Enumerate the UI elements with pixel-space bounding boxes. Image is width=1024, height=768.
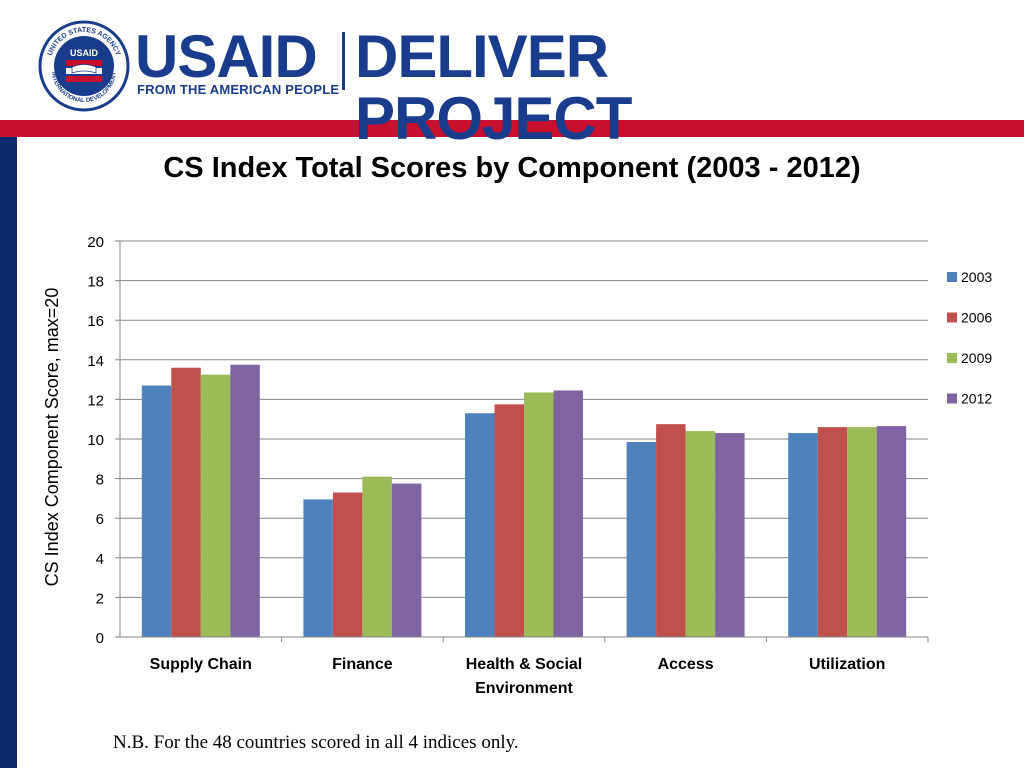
legend-swatch-2012 bbox=[947, 393, 957, 404]
legend-swatch-2009 bbox=[947, 353, 957, 363]
bar-2006-3 bbox=[656, 424, 686, 637]
chart-title: CS Index Total Scores by Component (2003… bbox=[163, 152, 861, 184]
left-accent-bar bbox=[0, 137, 17, 768]
x-category-label: Environment bbox=[475, 680, 573, 697]
bar-2009-3 bbox=[685, 431, 716, 637]
bar-2006-0 bbox=[171, 367, 201, 637]
usaid-seal-icon: UNITED STATES AGENCY INTERNATIONAL DEVEL… bbox=[38, 20, 130, 112]
y-tick-label: 14 bbox=[87, 353, 104, 370]
x-category-label: Health & Social bbox=[466, 656, 582, 673]
brand-usaid-text: USAID bbox=[135, 23, 318, 90]
y-tick-label: 10 bbox=[87, 432, 104, 449]
brand-divider bbox=[342, 32, 345, 90]
x-category-label: Utilization bbox=[809, 656, 885, 673]
bar-2012-4 bbox=[876, 426, 907, 637]
bar-2009-0 bbox=[200, 374, 231, 637]
brand-wordmark: USAID DELIVER PROJECT FROM THE AMERICAN … bbox=[135, 23, 875, 150]
bar-2006-2 bbox=[494, 404, 524, 637]
seal-label: USAID bbox=[70, 48, 99, 58]
bar-2009-4 bbox=[847, 427, 877, 637]
y-axis-label: CS Index Component Score, max=20 bbox=[42, 288, 62, 587]
bar-2012-0 bbox=[230, 364, 260, 637]
y-tick-label: 4 bbox=[96, 551, 104, 568]
legend-label: 2003 bbox=[961, 269, 992, 285]
bar-2003-3 bbox=[626, 441, 657, 637]
x-category-label: Finance bbox=[332, 656, 393, 673]
footnote: N.B. For the 48 countries scored in all … bbox=[113, 732, 519, 753]
bar-2006-4 bbox=[817, 427, 848, 637]
y-tick-label: 0 bbox=[96, 630, 104, 647]
bar-2009-1 bbox=[362, 476, 392, 637]
bar-2003-0 bbox=[141, 385, 172, 637]
y-tick-label: 12 bbox=[87, 392, 104, 409]
bar-2012-3 bbox=[715, 433, 745, 637]
y-tick-label: 20 bbox=[87, 234, 104, 251]
bar-2003-1 bbox=[303, 499, 333, 637]
legend-swatch-2006 bbox=[947, 312, 957, 323]
legend-layer: 2003 2006 2009 2012 bbox=[947, 269, 992, 407]
bar-2003-2 bbox=[465, 413, 495, 637]
header-red-band bbox=[0, 120, 1024, 137]
brand-tagline: FROM THE AMERICAN PEOPLE bbox=[137, 82, 340, 97]
legend-label: 2009 bbox=[961, 350, 992, 366]
bar-2006-1 bbox=[332, 492, 363, 637]
legend-swatch-2003 bbox=[947, 272, 957, 282]
brand-project: DELIVER PROJECT bbox=[355, 23, 632, 152]
bar-2009-2 bbox=[524, 392, 554, 637]
y-tick-label: 18 bbox=[87, 274, 104, 291]
legend-label: 2006 bbox=[961, 310, 992, 326]
brand-usaid: USAID bbox=[135, 23, 318, 90]
x-category-label: Supply Chain bbox=[150, 656, 252, 673]
bar-layer bbox=[141, 364, 907, 637]
y-tick-label: 8 bbox=[96, 472, 104, 489]
legend-label: 2012 bbox=[961, 391, 992, 407]
y-tick-label: 6 bbox=[96, 511, 104, 528]
y-tick-label: 16 bbox=[87, 313, 104, 330]
axis-layer: 0 2 4 6 8 10 12 14 16 18 20 Supply Chain Finance Heal… bbox=[87, 234, 929, 697]
x-category-label: Access bbox=[658, 656, 714, 673]
bar-2003-4 bbox=[788, 433, 818, 637]
bar-2012-1 bbox=[391, 483, 422, 637]
y-tick-label: 2 bbox=[96, 590, 104, 607]
bar-2012-2 bbox=[553, 390, 583, 637]
